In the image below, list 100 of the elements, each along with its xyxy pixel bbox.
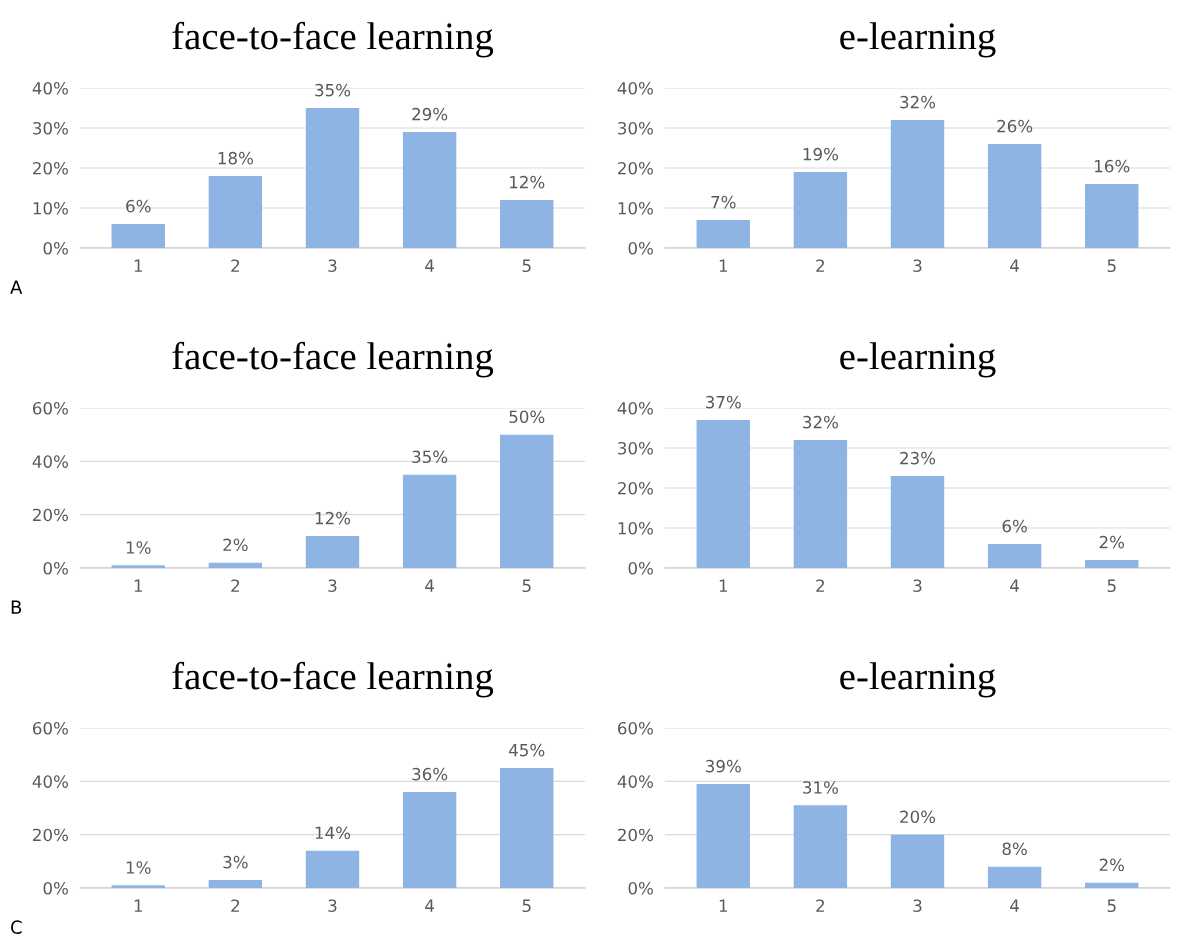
y-tick-label: 20% [33, 508, 68, 522]
data-label: 45% [509, 743, 545, 757]
data-label: 6% [126, 199, 151, 213]
bar [793, 172, 848, 248]
y-tick-label: 20% [33, 161, 68, 175]
bar [402, 474, 457, 568]
data-label: 14% [315, 826, 351, 840]
y-tick-label: 0% [628, 561, 653, 575]
chart-title: face-to-face learning [172, 341, 494, 378]
chart-title: e-learning [840, 662, 996, 698]
chart-title: e-learning [840, 22, 996, 58]
bar [1085, 184, 1139, 248]
data-label: 1% [126, 861, 151, 874]
bar [111, 885, 165, 888]
y-tick-label: 40% [32, 81, 68, 95]
bar [208, 562, 263, 568]
bar [305, 536, 360, 568]
chart-title: e-learning [840, 342, 996, 378]
data-label: 20% [900, 810, 936, 824]
data-label: 12% [510, 175, 545, 189]
bar [987, 144, 1042, 248]
y-tick-label: 40% [617, 401, 653, 415]
x-tick-label: 5 [522, 579, 531, 593]
x-tick-label: 4 [425, 259, 434, 272]
x-tick-label: 5 [1107, 579, 1116, 593]
x-tick-label: 2 [816, 579, 825, 592]
data-label: 31% [803, 781, 838, 794]
x-tick-label: 4 [425, 899, 434, 912]
bar [696, 420, 750, 568]
y-tick-label: 60% [618, 721, 653, 735]
bar [987, 866, 1042, 888]
x-tick-label: 5 [522, 259, 531, 273]
data-label: 12% [315, 511, 351, 525]
y-tick-label: 40% [617, 775, 653, 788]
y-tick-label: 0% [43, 241, 68, 255]
bar [696, 784, 750, 888]
bar [111, 565, 165, 568]
data-label: 6% [1002, 519, 1027, 533]
data-label: 2% [1099, 858, 1125, 872]
x-tick-label: 3 [913, 259, 922, 273]
data-label: 8% [1002, 842, 1027, 856]
x-tick-label: 1 [134, 259, 143, 272]
data-label: 32% [900, 95, 936, 109]
data-label: 1% [126, 541, 151, 554]
data-label: 2% [1099, 535, 1125, 549]
x-tick-label: 4 [1010, 899, 1019, 912]
x-tick-label: 1 [719, 579, 728, 592]
x-tick-label: 3 [913, 579, 922, 593]
bar [500, 768, 554, 888]
bar [402, 132, 457, 248]
text: C [11, 920, 22, 934]
bar [208, 880, 263, 888]
x-tick-label: 2 [816, 259, 825, 272]
y-tick-label: 0% [43, 561, 68, 575]
x-tick-label: 1 [134, 579, 143, 592]
y-tick-label: 60% [33, 401, 68, 415]
x-tick-label: 2 [231, 259, 240, 272]
x-tick-label: 2 [231, 899, 240, 912]
bar [500, 200, 554, 248]
data-label: 35% [412, 450, 448, 464]
x-tick-label: 3 [328, 899, 337, 913]
x-tick-label: 5 [1107, 259, 1116, 273]
y-tick-label: 20% [33, 828, 68, 842]
chart-title: face-to-face learning [172, 21, 494, 58]
y-tick-label: 60% [33, 721, 68, 735]
bar [987, 544, 1042, 568]
x-tick-label: 1 [719, 899, 728, 912]
y-tick-label: 20% [618, 828, 653, 842]
y-tick-label: 10% [618, 201, 653, 215]
y-tick-label: 20% [618, 161, 653, 175]
data-label: 37% [706, 395, 741, 409]
data-label: 2% [223, 538, 248, 552]
x-tick-label: 2 [231, 579, 240, 592]
data-label: 7% [711, 195, 736, 209]
y-tick-label: 30% [33, 121, 68, 135]
data-label: 32% [803, 415, 838, 429]
x-tick-label: 3 [328, 259, 337, 273]
x-tick-label: 3 [913, 899, 922, 913]
bar [1085, 560, 1139, 568]
y-tick-label: 0% [628, 241, 653, 255]
data-label: 18% [218, 151, 253, 165]
x-tick-label: 1 [134, 899, 143, 912]
y-tick-label: 30% [618, 121, 653, 135]
bar [208, 176, 263, 248]
y-tick-label: 10% [618, 521, 653, 535]
data-label: 23% [900, 451, 936, 465]
data-label: 26% [997, 119, 1033, 133]
y-tick-label: 40% [32, 775, 68, 788]
bar [890, 834, 945, 888]
y-tick-label: 0% [43, 881, 68, 895]
y-tick-label: 30% [618, 441, 653, 455]
data-label: 29% [412, 107, 448, 121]
data-label: 50% [509, 410, 545, 424]
bar [111, 224, 165, 248]
x-tick-label: 2 [816, 899, 825, 912]
bar [793, 805, 848, 888]
data-label: 16% [1095, 159, 1130, 173]
bar [402, 792, 457, 888]
x-tick-label: 4 [1010, 579, 1019, 592]
x-tick-label: 3 [328, 579, 337, 593]
